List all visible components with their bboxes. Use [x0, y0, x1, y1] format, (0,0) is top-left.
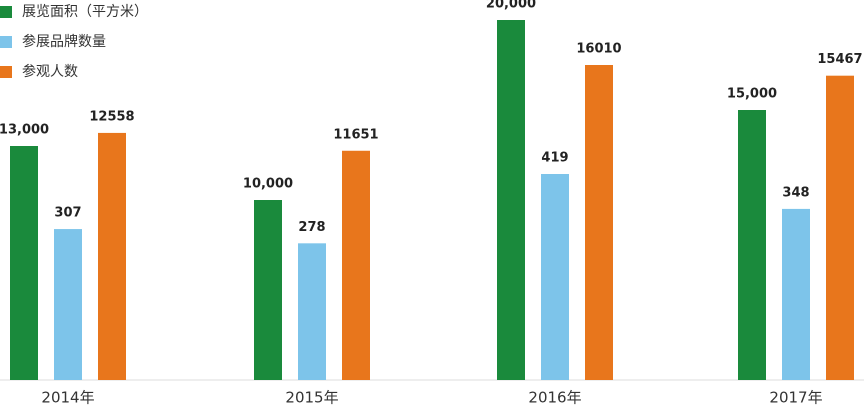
value-label: 20,000 [486, 0, 536, 12]
legend-swatch [0, 6, 12, 18]
bar [497, 20, 525, 380]
value-label: 11651 [333, 127, 378, 142]
bar [10, 146, 38, 380]
legend-swatch [0, 36, 12, 48]
value-label: 16010 [576, 42, 621, 57]
value-label: 15,000 [727, 87, 777, 102]
bar [826, 75, 854, 381]
bar [342, 150, 370, 380]
value-label: 13,000 [0, 123, 49, 138]
value-label: 348 [782, 185, 809, 200]
value-label: 278 [298, 220, 325, 235]
bar [738, 110, 766, 380]
bar [254, 200, 282, 380]
bar [298, 243, 326, 380]
x-tick-label: 2014年 [41, 389, 94, 407]
legend-swatch [0, 66, 12, 78]
bar [54, 229, 82, 380]
bar [98, 132, 126, 380]
legend-label: 参观人数 [22, 63, 78, 80]
x-tick-label: 2015年 [285, 389, 338, 407]
bar [782, 208, 810, 380]
bar [541, 174, 569, 380]
value-label: 419 [541, 151, 568, 166]
value-label: 15467 [817, 52, 862, 67]
legend-label: 展览面积（平方米） [22, 4, 148, 20]
value-label: 12558 [89, 109, 134, 124]
value-label: 307 [54, 206, 81, 221]
legend-label: 参展品牌数量 [22, 33, 106, 50]
bar [585, 65, 613, 380]
x-tick-label: 2017年 [769, 389, 822, 407]
x-tick-label: 2016年 [528, 389, 581, 407]
value-label: 10,000 [243, 177, 293, 192]
